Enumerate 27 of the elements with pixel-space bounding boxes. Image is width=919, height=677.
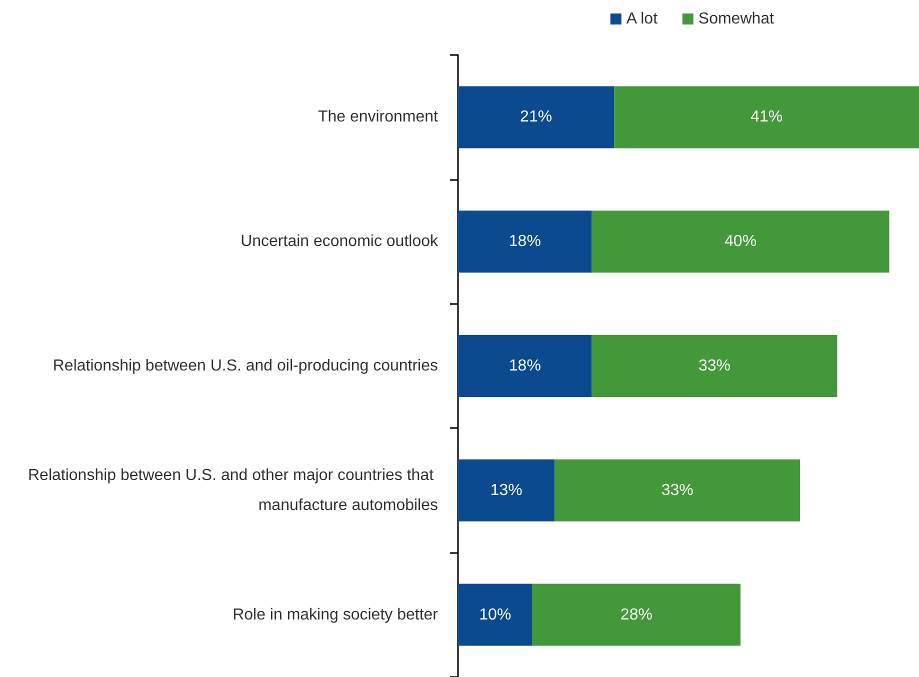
y-tick-label: Relationship between U.S. and other major countries that manufacture automobiles — [28, 466, 438, 514]
bar — [458, 335, 592, 397]
data-label: 18% — [508, 233, 541, 250]
bar — [614, 86, 919, 148]
bar — [592, 210, 890, 273]
data-label: 10% — [479, 606, 512, 624]
data-label: 21% — [520, 108, 552, 126]
legend-label: A lot — [626, 10, 658, 28]
data-label: 18% — [508, 358, 541, 374]
bar — [458, 584, 532, 646]
data-label: 33% — [698, 358, 731, 374]
data-label: 33% — [661, 482, 694, 499]
y-tick-label: Role in making society better — [232, 606, 439, 624]
y-tick-label: Relationship between U.S. and oil-producing countries — [52, 358, 438, 374]
y-tick-label: Uncertain economic outlook — [240, 233, 439, 250]
y-tick-label: The environment — [318, 108, 439, 126]
bar — [458, 210, 592, 273]
bar — [458, 86, 614, 148]
data-label: 41% — [750, 108, 783, 126]
bar — [592, 335, 838, 397]
bar — [532, 584, 741, 646]
data-label: 40% — [724, 233, 757, 250]
bar — [554, 459, 800, 522]
data-label: 13% — [490, 482, 522, 499]
data-label: 28% — [620, 606, 652, 624]
legend-label: Somewhat — [698, 10, 775, 28]
bar — [458, 459, 555, 522]
